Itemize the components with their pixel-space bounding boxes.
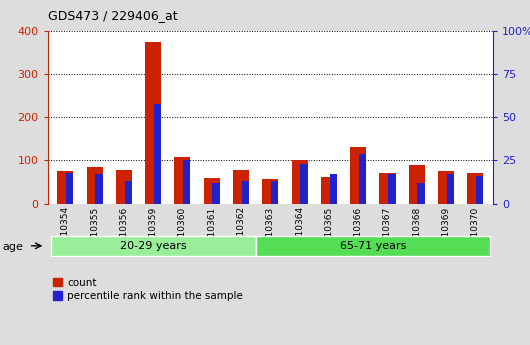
Bar: [476, 176, 483, 204]
Bar: [359, 154, 366, 204]
Bar: [379, 173, 395, 204]
Bar: [57, 171, 73, 204]
Bar: [116, 170, 132, 204]
Bar: [242, 181, 249, 204]
Bar: [409, 165, 425, 204]
Bar: [183, 160, 190, 204]
Bar: [292, 160, 307, 204]
Bar: [301, 164, 307, 204]
Bar: [321, 177, 337, 204]
Bar: [447, 174, 454, 204]
Text: age: age: [3, 243, 23, 252]
Bar: [66, 172, 73, 204]
Bar: [174, 157, 190, 204]
Bar: [467, 172, 483, 204]
Text: 20-29 years: 20-29 years: [120, 241, 187, 251]
Bar: [438, 171, 454, 204]
Bar: [125, 181, 132, 204]
Text: 65-71 years: 65-71 years: [340, 241, 406, 251]
Bar: [204, 178, 220, 204]
Text: GDS473 / 229406_at: GDS473 / 229406_at: [48, 9, 178, 22]
Bar: [95, 174, 103, 204]
Bar: [330, 174, 337, 204]
FancyBboxPatch shape: [255, 236, 490, 256]
FancyBboxPatch shape: [51, 236, 255, 256]
Legend: count, percentile rank within the sample: count, percentile rank within the sample: [53, 278, 243, 302]
Bar: [145, 42, 161, 204]
Bar: [262, 179, 278, 204]
Bar: [350, 147, 366, 204]
Bar: [233, 170, 249, 204]
Bar: [154, 104, 161, 204]
Bar: [271, 181, 278, 204]
Bar: [213, 183, 220, 204]
Bar: [388, 174, 395, 204]
Bar: [418, 183, 425, 204]
Bar: [86, 167, 103, 204]
